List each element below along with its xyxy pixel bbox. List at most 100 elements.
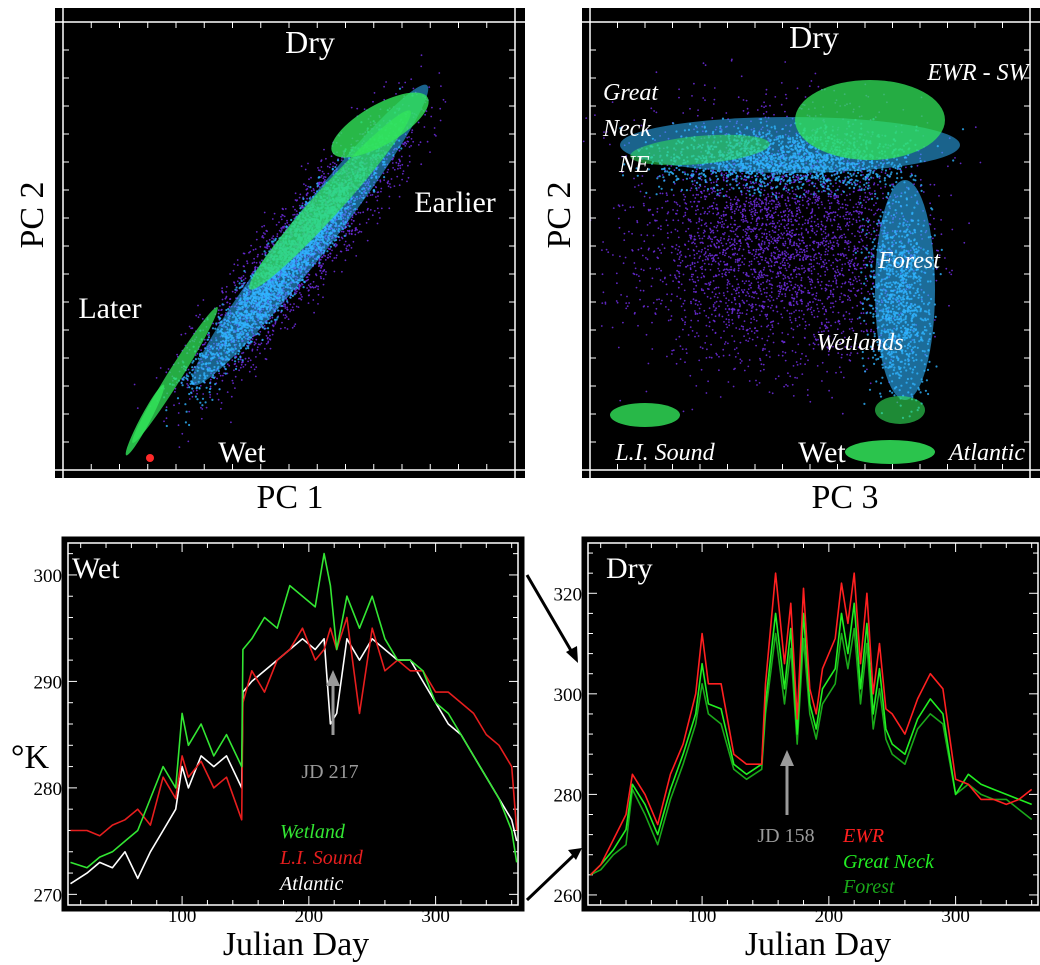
density-point — [401, 172, 404, 175]
density-point — [344, 225, 347, 229]
density-point — [180, 333, 183, 336]
density-point — [293, 213, 296, 216]
density-point — [271, 237, 273, 240]
density-point — [307, 162, 309, 165]
density-point — [392, 167, 394, 169]
density-point — [703, 84, 706, 87]
density-point — [288, 224, 290, 226]
density-point — [305, 194, 308, 197]
density-point — [246, 345, 249, 348]
density-peak — [146, 454, 154, 462]
density-point — [163, 420, 165, 423]
density-point — [234, 367, 238, 371]
density-point — [734, 356, 737, 358]
density-point — [439, 107, 442, 110]
density-point — [261, 338, 264, 341]
density-point — [803, 313, 805, 316]
density-point — [250, 244, 253, 247]
density-point — [273, 318, 277, 321]
density-point — [377, 191, 380, 194]
density-point — [209, 387, 212, 391]
density-point — [397, 167, 399, 170]
density-point — [329, 252, 332, 255]
density-point — [324, 255, 326, 257]
density-point — [312, 280, 315, 283]
density-point — [759, 357, 761, 360]
density-point — [255, 356, 257, 358]
density-point — [267, 341, 269, 344]
density-point — [209, 393, 212, 396]
density-point — [357, 231, 360, 234]
density-point — [407, 140, 410, 143]
density-point — [301, 296, 303, 298]
density-point — [919, 178, 922, 181]
density-point — [191, 366, 194, 369]
density-point — [199, 401, 202, 404]
density-point — [196, 392, 199, 395]
density-point — [188, 398, 191, 400]
density-point — [346, 229, 349, 232]
density-point — [295, 210, 298, 213]
density-point — [199, 384, 202, 387]
density-point — [801, 215, 804, 218]
density-point — [259, 352, 261, 355]
density-point — [286, 306, 288, 309]
density-point — [264, 233, 266, 235]
density-point — [256, 255, 259, 258]
density-point — [211, 398, 214, 401]
density-point — [272, 238, 275, 240]
density-point — [400, 155, 403, 158]
density-point — [295, 199, 298, 202]
density-point — [243, 252, 246, 255]
density-point — [352, 220, 355, 222]
density-point — [258, 333, 261, 336]
density-point — [358, 230, 361, 233]
density-point — [301, 204, 304, 207]
density-point — [746, 186, 748, 189]
density-point — [186, 386, 189, 389]
density-point — [308, 178, 310, 181]
density-point — [216, 377, 219, 380]
density-point — [200, 406, 202, 409]
density-point — [317, 285, 320, 288]
density-point — [314, 286, 317, 289]
density-point — [428, 86, 431, 88]
density-point — [380, 190, 382, 193]
density-point — [259, 245, 262, 248]
density-point — [221, 298, 224, 301]
density-point — [240, 363, 243, 366]
density-point — [231, 290, 234, 293]
density-point — [231, 379, 234, 382]
density-point — [819, 284, 822, 287]
density-point — [191, 327, 194, 330]
density-point — [282, 214, 284, 217]
density-point — [253, 341, 256, 344]
density-point — [383, 98, 386, 101]
density-point — [823, 244, 826, 247]
density-point — [333, 244, 336, 247]
density-point — [366, 209, 369, 211]
density-point — [408, 136, 410, 138]
density-point — [276, 233, 279, 235]
density-point — [274, 322, 277, 325]
density-point — [221, 287, 224, 290]
density-point — [304, 184, 307, 187]
density-point — [326, 256, 329, 259]
density-point — [284, 208, 287, 210]
density-point — [335, 254, 338, 257]
density-point — [311, 286, 314, 288]
density-point — [322, 283, 325, 286]
density-point — [328, 166, 331, 169]
density-point — [298, 196, 301, 199]
density-point — [379, 179, 382, 182]
density-point — [373, 92, 376, 94]
density-point — [260, 342, 263, 345]
density-point — [274, 237, 277, 240]
density-point — [272, 324, 275, 327]
density-point — [646, 258, 649, 261]
density-point — [241, 282, 243, 285]
density-point — [320, 181, 322, 184]
density-point — [347, 224, 349, 227]
density-point — [204, 401, 207, 404]
density-point — [284, 317, 286, 319]
